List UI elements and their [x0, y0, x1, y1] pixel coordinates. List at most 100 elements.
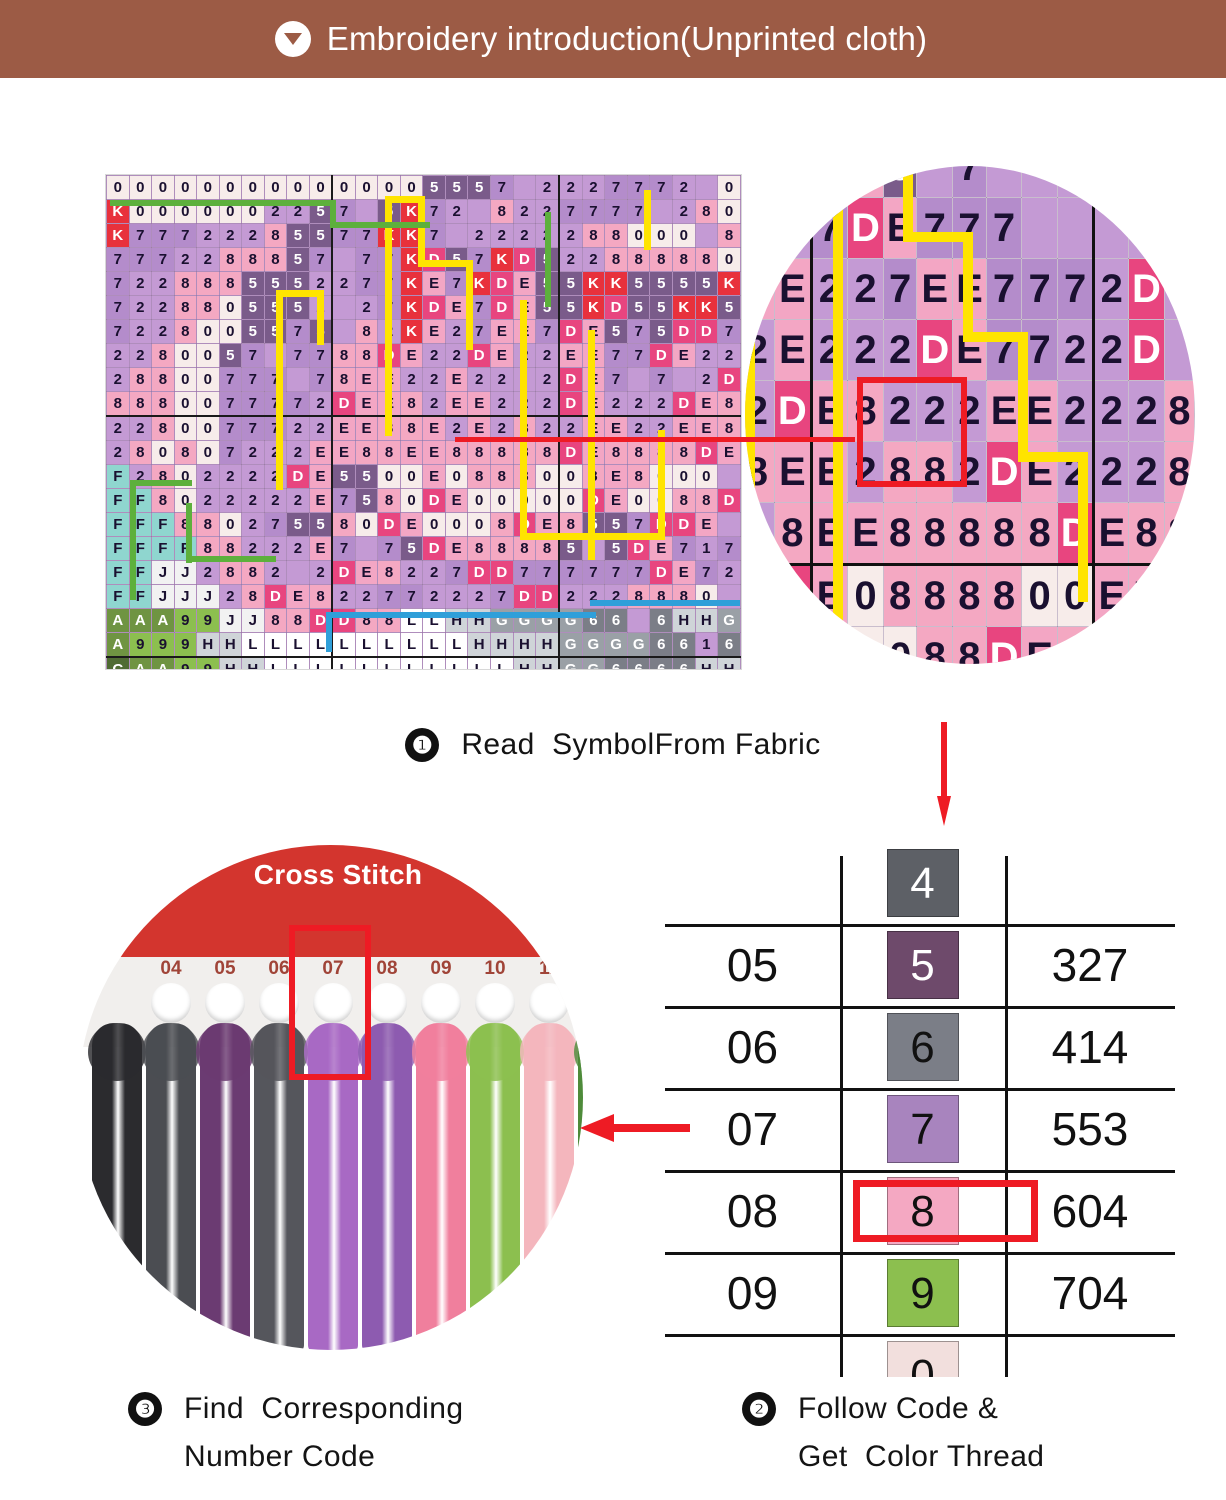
pattern-row: 722880555227KDE7DE55KD55KK5 [106, 295, 741, 320]
pattern-cell: 8 [604, 440, 628, 465]
pattern-cell: 2 [1056, 441, 1096, 503]
outline-yellow-segment [745, 166, 755, 664]
thread-hole-slot[interactable]: 12 [576, 957, 583, 1023]
pattern-cell: E [422, 271, 446, 296]
table-row[interactable]: 05 5 327 [665, 924, 1175, 1006]
pattern-cell [1128, 166, 1165, 198]
pattern-cell: E [1128, 564, 1165, 627]
table-row[interactable]: 06 6 414 [665, 1006, 1175, 1088]
thread-skein[interactable] [88, 1023, 146, 1350]
pattern-cell: 2 [218, 488, 243, 513]
thread-skein[interactable] [412, 1023, 470, 1350]
pattern-cell: 7 [535, 560, 560, 585]
pattern-cell: 0 [173, 391, 197, 417]
pattern-cell: 0 [195, 440, 220, 465]
outline-yellow-segment [520, 533, 665, 540]
thread-skein[interactable] [520, 1023, 578, 1350]
pattern-cell: E [649, 536, 674, 561]
pattern-cell: D [649, 343, 674, 368]
table-row[interactable]: 07 7 553 [665, 1088, 1175, 1170]
pattern-cell: 7 [377, 584, 401, 609]
pattern-cell [916, 166, 954, 198]
thread-hole-slot[interactable]: 11 [522, 957, 576, 1023]
pattern-cell: 8 [882, 564, 918, 627]
pattern-cell [626, 367, 651, 392]
thread-hole-slot[interactable]: 09 [414, 957, 468, 1023]
pattern-cell: 8 [195, 271, 220, 296]
thread-hole-slot[interactable]: 04 [144, 957, 198, 1023]
table-cell-code: 704 [1051, 1267, 1129, 1319]
pattern-cell: E [467, 415, 491, 441]
pattern-cell: 2 [263, 560, 288, 585]
pattern-cell: 8 [952, 564, 987, 627]
pattern-cell: 8 [377, 560, 401, 585]
pattern-cell: 8 [952, 626, 987, 664]
pattern-cell: 8 [263, 608, 288, 633]
pattern-cell: 8 [286, 608, 310, 633]
pattern-cell: 7 [626, 319, 651, 344]
pattern-cell: 8 [604, 247, 628, 272]
table-row[interactable]: 09 9 704 [665, 1252, 1175, 1334]
pattern-cell: G [604, 632, 628, 658]
pattern-cell: 7 [331, 536, 356, 561]
pattern-cell: 8 [558, 512, 583, 537]
thread-skein[interactable] [196, 1023, 254, 1350]
pattern-cell: 8 [535, 440, 560, 465]
pattern-cell: 2 [717, 343, 741, 368]
red-selection-box-thread [289, 925, 371, 1080]
thread-hole-slot[interactable]: 07 [306, 957, 360, 1023]
pattern-cell: 2 [128, 343, 153, 368]
pattern-cell: H [512, 632, 537, 658]
pattern-cell: 9 [195, 656, 220, 669]
table-row[interactable]: 0 [665, 1334, 1175, 1377]
pattern-cell: 8 [241, 560, 265, 585]
pattern-cell: 8 [308, 584, 334, 609]
pattern-cell: 2 [916, 380, 954, 442]
pattern-cell: 2 [218, 464, 243, 489]
pattern-cell: G [717, 608, 741, 633]
outline-yellow-segment [658, 430, 665, 540]
pattern-cell: A [106, 632, 130, 658]
pattern-cell: 8 [151, 391, 175, 417]
pattern-cell: 7 [151, 223, 175, 248]
pattern-cell: H [218, 656, 243, 669]
pattern-cell: 2 [444, 319, 469, 344]
pattern-cell [1163, 166, 1195, 198]
pattern-cell: 7 [490, 584, 514, 609]
thread-hole-slot[interactable]: 10 [468, 957, 522, 1023]
table-vline [1005, 856, 1008, 1377]
pattern-cell: 8 [354, 319, 379, 344]
pattern-cell: 8 [331, 367, 356, 392]
pattern-cell: E [444, 391, 469, 417]
thread-hole-slot[interactable]: 08 [360, 957, 414, 1023]
thread-skein[interactable] [466, 1023, 524, 1350]
table-row[interactable]: 4 [665, 842, 1175, 924]
pattern-cell: 0 [106, 175, 130, 200]
outline-yellow-segment [276, 290, 324, 297]
thread-skein[interactable] [142, 1023, 200, 1350]
pattern-cell: D [774, 564, 813, 627]
pattern-cell: 8 [774, 502, 813, 566]
thread-skein[interactable] [574, 1023, 583, 1350]
pattern-cell: 8 [218, 271, 243, 296]
thread-hole-slot[interactable]: 05 [198, 957, 252, 1023]
pattern-cell: 8 [331, 343, 356, 368]
pattern-cell: 8 [218, 560, 243, 585]
pattern-cell: K [106, 223, 130, 248]
table-row[interactable]: 08 8 604 [665, 1170, 1175, 1252]
pattern-cell: 7 [1021, 258, 1058, 320]
table-cell-number: 09 [726, 1267, 779, 1319]
pattern-cell: A [151, 656, 175, 669]
thread-hole-icon [205, 983, 245, 1023]
pattern-cell: D [847, 197, 884, 259]
outline-yellow-segment [385, 196, 392, 436]
pattern-cell: 2 [467, 584, 491, 609]
pattern-cell: L [286, 656, 310, 669]
pattern-cell: 2 [128, 295, 153, 320]
pattern-cell: 7 [604, 175, 628, 200]
pattern-cell [331, 247, 356, 272]
table-cell-symbol: 0 [840, 1334, 1005, 1377]
outline-green-segment [330, 222, 430, 228]
pattern-cell: 8 [173, 295, 197, 320]
